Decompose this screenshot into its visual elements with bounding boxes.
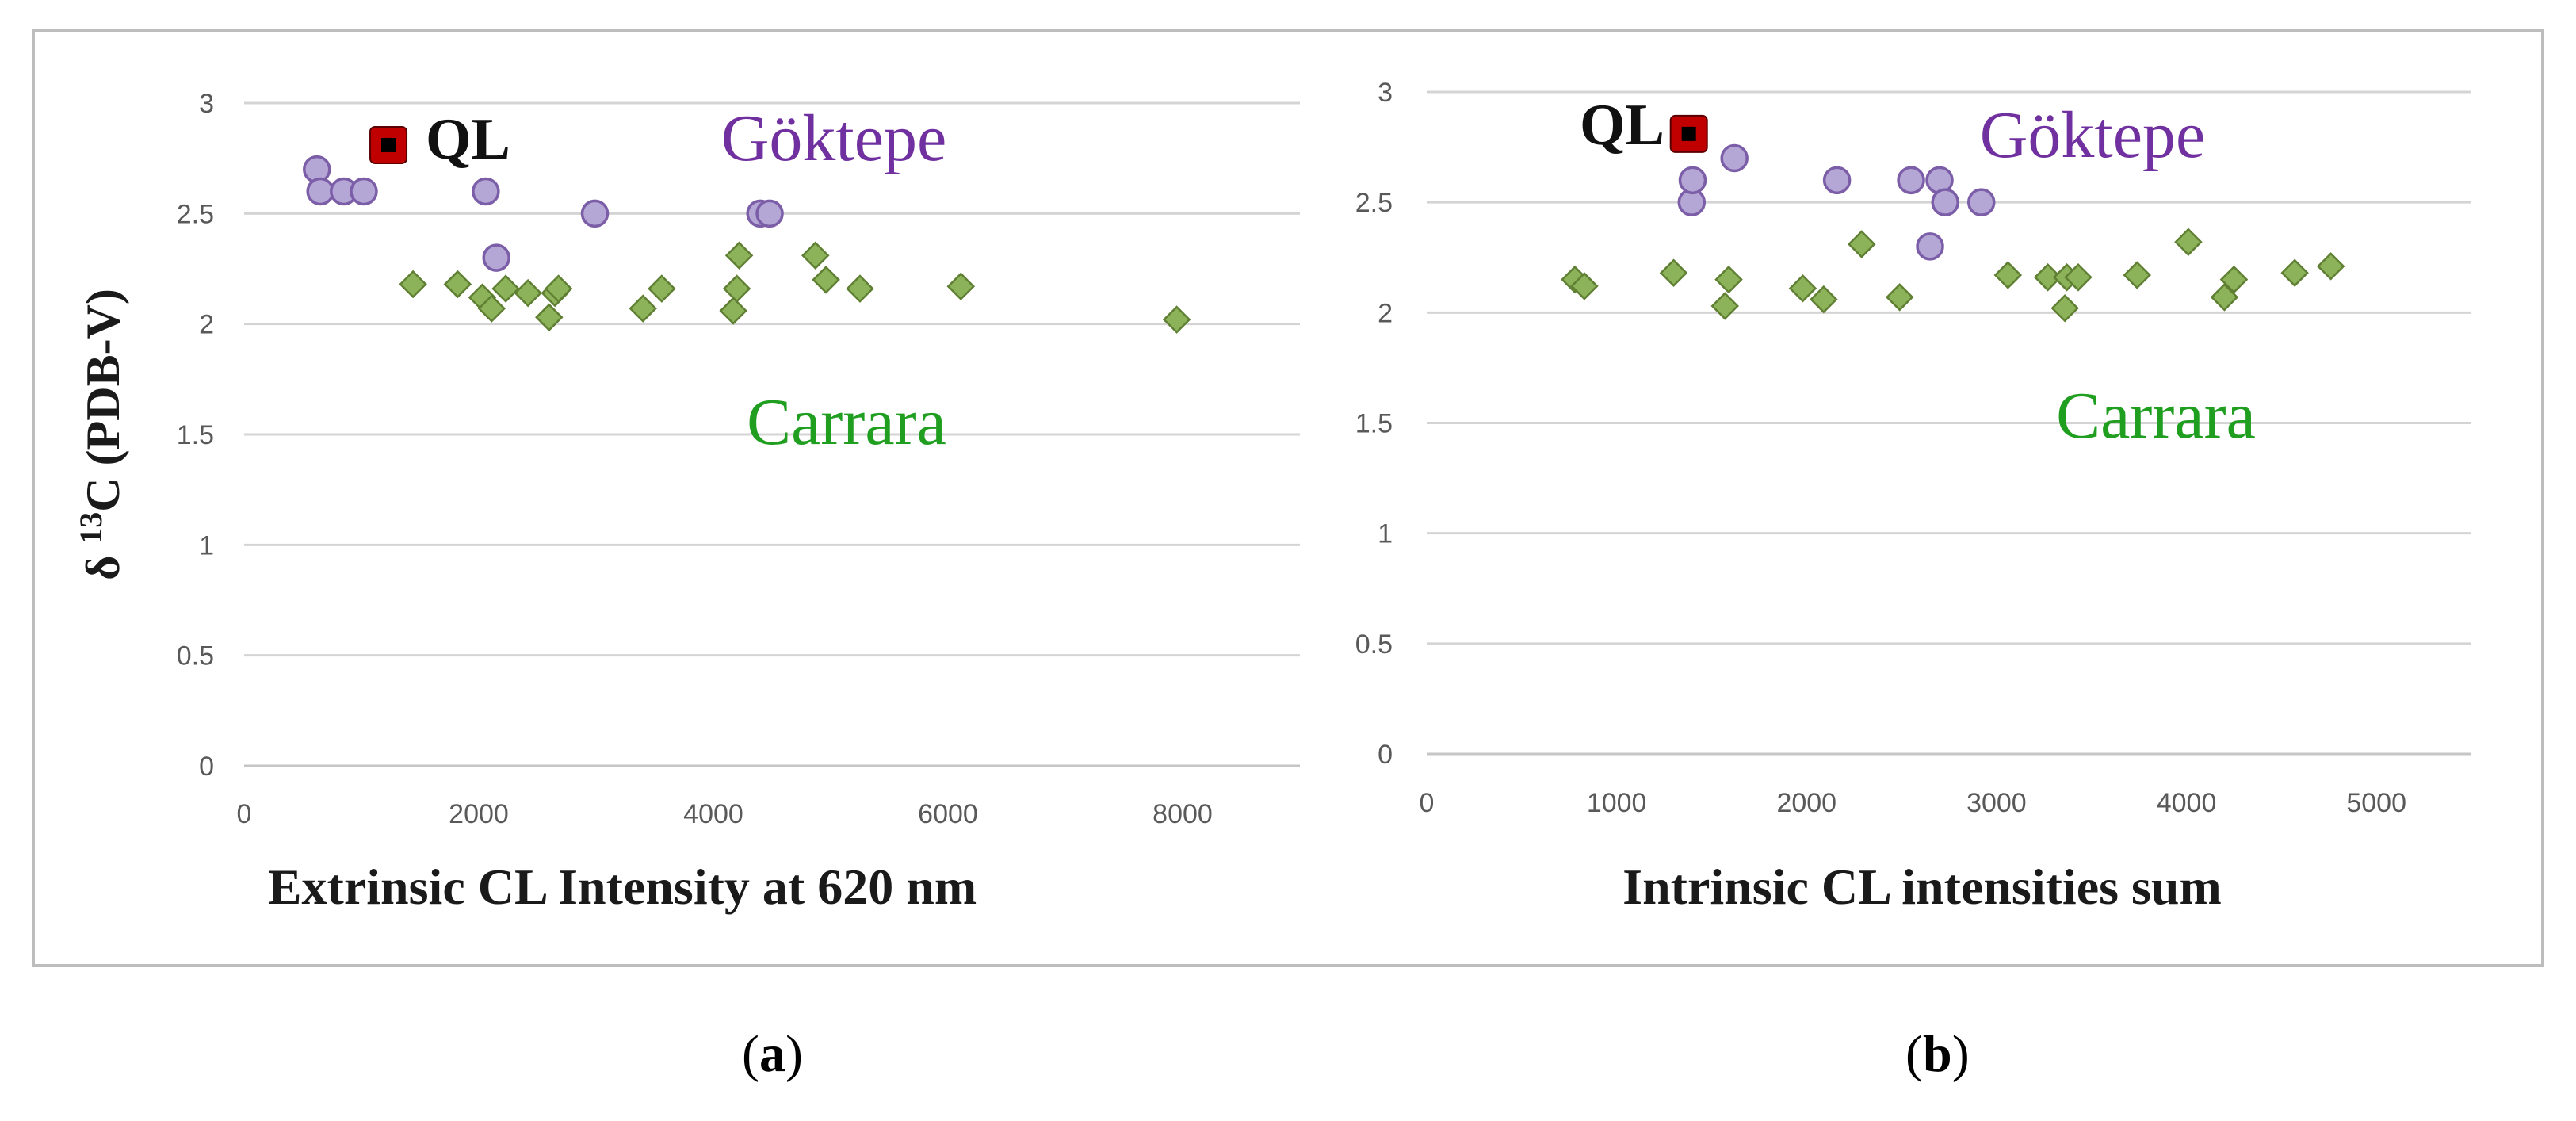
- carrara-point: [399, 270, 427, 299]
- panel-b: 0 0.5 1 1.5 2 2.5 3 0 1000 2000 3000 4000 5000 Intrin…: [1355, 78, 2471, 915]
- y-tick-label: 1.5: [177, 420, 214, 450]
- x-tick-label: 4000: [683, 799, 743, 829]
- x-tick-label: 5000: [2346, 788, 2406, 818]
- y-tick-label: 0.5: [1355, 629, 1393, 660]
- carrara-point: [801, 241, 830, 270]
- x-tick-label: 1000: [1587, 788, 1647, 818]
- goktepe-point: [1966, 188, 1996, 216]
- y-tick-label: 0.5: [177, 641, 214, 671]
- carrara-point: [1788, 274, 1817, 303]
- carrara-point: [719, 297, 747, 325]
- caption-b: (b): [1905, 1025, 1970, 1083]
- x-tick-label: 0: [1420, 788, 1435, 818]
- carrara-point: [2174, 228, 2203, 257]
- goktepe-point: [306, 177, 334, 206]
- carrara-point: [629, 294, 657, 323]
- x-axis-label: Extrinsic CL Intensity at 620 nm: [268, 859, 977, 915]
- ql-point-core: [381, 137, 396, 152]
- y-tick-label: 2.5: [1355, 188, 1393, 218]
- ql-label: QL: [1580, 93, 1664, 158]
- y-tick-label: 3: [199, 89, 214, 119]
- carrara-point: [2123, 261, 2152, 289]
- goktepe-point: [350, 177, 378, 206]
- goktepe-point: [1931, 188, 1959, 216]
- carrara-point: [846, 274, 874, 303]
- y-tick-label: 1: [1378, 519, 1393, 549]
- goktepe-point: [1822, 166, 1852, 195]
- caption-b-letter: b: [1922, 1025, 1952, 1083]
- x-tick-label: 2000: [1776, 788, 1836, 818]
- y-tick-label: 2: [199, 310, 214, 340]
- carrara-point: [491, 274, 520, 303]
- carrara-label: Carrara: [747, 385, 946, 459]
- x-tick-label: 8000: [1152, 799, 1213, 829]
- carrara-point: [443, 270, 472, 299]
- carrara-point: [535, 303, 564, 332]
- y-tick-label: 2.5: [177, 199, 214, 229]
- carrara-point: [722, 274, 751, 303]
- goktepe-point: [1678, 166, 1707, 195]
- carrara-point: [2280, 258, 2309, 288]
- y-tick-label: 1: [199, 530, 214, 560]
- goktepe-point: [1720, 143, 1749, 173]
- goktepe-label: Göktepe: [1980, 98, 2206, 172]
- y-tick-label: 2: [1378, 298, 1393, 328]
- y-tick-label: 1.5: [1355, 409, 1393, 439]
- carrara-point: [544, 274, 573, 303]
- x-tick-label: 6000: [918, 799, 978, 829]
- carrara-point: [648, 274, 676, 303]
- carrara-point: [1810, 285, 1838, 314]
- carrara-point: [2316, 252, 2345, 281]
- carrara-point: [477, 294, 506, 323]
- y-axis-label-suffix: C (PDB-V): [77, 289, 129, 512]
- carrara-point: [2064, 263, 2093, 292]
- caption-a: (a): [742, 1025, 803, 1083]
- x-tick-label: 4000: [2157, 788, 2217, 818]
- goktepe-point: [472, 177, 500, 206]
- ql-point-core: [1681, 126, 1696, 141]
- carrara-point: [1714, 265, 1743, 294]
- goktepe-point: [755, 199, 784, 228]
- carrara-point: [2050, 293, 2079, 323]
- panel-a: 0 0.5 1 1.5 2 2.5 3 0 2000 4000 6000 8000 Extrinsic …: [73, 89, 1300, 915]
- goktepe-label: Göktepe: [721, 101, 947, 175]
- y-axis-label-sup: 13: [73, 512, 109, 544]
- x-tick-label: 3000: [1966, 788, 2027, 818]
- carrara-point: [946, 272, 976, 301]
- carrara-point: [514, 278, 542, 308]
- ql-label: QL: [426, 107, 510, 172]
- carrara-point: [1847, 230, 1876, 258]
- carrara-point: [1570, 272, 1599, 300]
- goktepe-point: [580, 199, 610, 228]
- y-axis-label-prefix: δ: [77, 544, 129, 580]
- carrara-point: [1659, 258, 1688, 288]
- x-tick-label: 0: [237, 799, 252, 829]
- y-axis-label: δ 13C (PDB-V): [73, 289, 129, 580]
- carrara-point: [1162, 305, 1191, 334]
- carrara-point: [2219, 265, 2249, 294]
- y-tick-label: 3: [1378, 78, 1393, 108]
- carrara-point: [724, 241, 754, 270]
- carrara-point: [812, 266, 840, 294]
- goktepe-point: [1897, 166, 1925, 195]
- y-tick-label: 0: [199, 752, 214, 782]
- carrara-label: Carrara: [2056, 379, 2256, 453]
- caption-a-letter: a: [759, 1025, 785, 1083]
- carrara-point: [2210, 283, 2239, 312]
- carrara-point: [1710, 292, 1739, 320]
- y-tick-label: 0: [1378, 740, 1393, 770]
- figure-frame: [32, 29, 2544, 967]
- goktepe-point: [1916, 232, 1944, 261]
- goktepe-point: [482, 243, 510, 272]
- x-axis-label: Intrinsic CL intensities sum: [1622, 859, 2222, 915]
- carrara-point: [1993, 261, 2023, 289]
- x-tick-label: 2000: [449, 799, 509, 829]
- carrara-point: [1885, 283, 1914, 312]
- carrara-point: [2033, 263, 2062, 292]
